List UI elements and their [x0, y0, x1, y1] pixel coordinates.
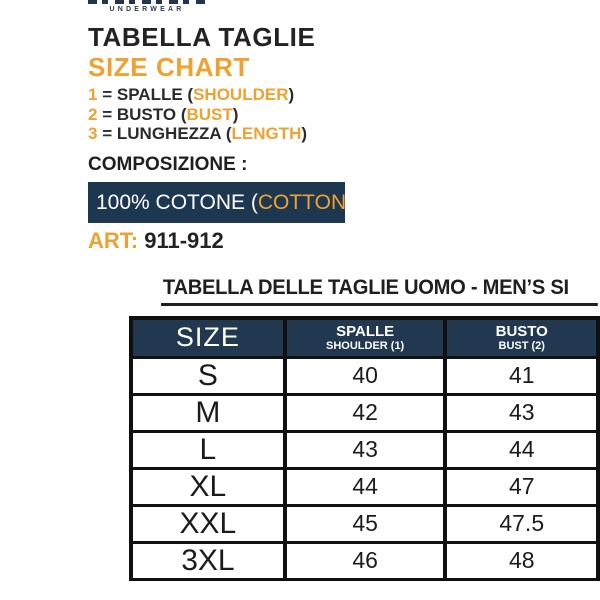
legend-line-length: 3 = LUNGHEZZA (LENGTH) — [88, 124, 308, 143]
column-header-size: SIZE — [129, 316, 287, 359]
table-row-m: M 42 43 — [129, 392, 600, 433]
table-row-l: L 43 44 — [129, 429, 600, 470]
article-number: ART: 911-912 — [88, 228, 224, 253]
page-title-italian: TABELLA TAGLIE — [88, 22, 316, 52]
legend-line-shoulder: 1 = SPALLE (SHOULDER) — [88, 85, 295, 104]
composition-banner: 100% COTONE (COTTON) — [88, 182, 353, 223]
composition-value: 100% COTONE ( — [96, 191, 258, 214]
table-row-xxl: XXL 45 47.5 — [129, 503, 600, 544]
size-table-title: TABELLA DELLE TAGLIE UOMO - MEN’S SI — [161, 276, 598, 306]
legend-line-bust: 2 = BUSTO (BUST) — [88, 104, 239, 124]
brand-logo-cropped — [88, 0, 206, 4]
column-header-shoulder: SPALLE SHOULDER (1) — [282, 316, 448, 359]
size-table-header-row: SIZE SPALLE SHOULDER (1) BUSTO BUST (2) — [129, 316, 600, 359]
table-row-xl: XL 44 47 — [129, 466, 600, 507]
brand-underwear-label: UNDERWEAR — [109, 6, 185, 13]
size-table: SIZE SPALLE SHOULDER (1) BUSTO BUST (2) … — [129, 316, 600, 581]
table-row-s: S 40 41 — [129, 355, 600, 396]
column-header-bust: BUSTO BUST (2) — [443, 316, 600, 359]
page-title-english: SIZE CHART — [88, 52, 250, 82]
table-row-3xl: 3XL 46 48 — [129, 540, 600, 581]
composition-label: COMPOSIZIONE : — [88, 154, 248, 175]
measurement-legend: 1 = SPALLE (SHOULDER) 2 = BUSTO (BUST) 3… — [88, 85, 307, 144]
